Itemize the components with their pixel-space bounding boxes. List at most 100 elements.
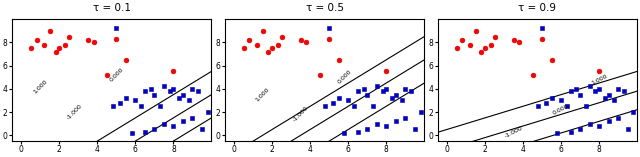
Point [353, 90, 363, 92]
Point [54, 47, 65, 49]
Point [623, 128, 633, 131]
Point [349, 105, 359, 108]
Point [387, 97, 397, 99]
Point [244, 39, 255, 41]
Point [136, 105, 147, 108]
Point [362, 128, 372, 131]
Point [584, 85, 595, 88]
Point [202, 111, 212, 113]
Point [465, 43, 475, 46]
Point [457, 39, 467, 41]
Point [572, 88, 582, 90]
Point [267, 47, 277, 49]
Point [188, 88, 198, 90]
Point [381, 70, 392, 73]
Point [159, 85, 169, 88]
Point [273, 43, 283, 46]
Point [51, 50, 61, 53]
Point [296, 39, 306, 41]
Point [590, 90, 600, 92]
Text: 0.000: 0.000 [337, 69, 353, 85]
Point [131, 99, 141, 102]
Point [353, 130, 363, 133]
Point [381, 88, 392, 90]
Point [321, 105, 331, 108]
Point [155, 105, 165, 108]
Point [252, 43, 262, 46]
Point [26, 47, 36, 49]
Point [381, 125, 392, 127]
Point [159, 122, 169, 125]
Point [174, 97, 184, 99]
Point [390, 93, 401, 96]
Point [600, 97, 610, 99]
Point [108, 105, 118, 108]
Point [396, 99, 406, 102]
Point [333, 59, 344, 61]
Point [140, 90, 150, 92]
Point [541, 101, 551, 104]
Point [149, 128, 159, 131]
Point [188, 116, 198, 119]
Point [486, 43, 496, 46]
Point [527, 74, 538, 76]
Point [594, 70, 604, 73]
Point [547, 97, 557, 99]
Point [168, 125, 179, 127]
Point [193, 90, 204, 92]
Point [121, 59, 131, 61]
Text: -1.000: -1.000 [292, 106, 310, 123]
Point [111, 38, 122, 40]
Point [333, 97, 344, 99]
Point [613, 88, 623, 90]
Text: 1.000: 1.000 [255, 87, 271, 103]
Point [315, 74, 325, 76]
Point [121, 97, 131, 99]
Point [88, 41, 99, 44]
Point [575, 93, 586, 96]
Point [410, 128, 420, 131]
Point [276, 35, 287, 38]
Point [556, 99, 566, 102]
Point [537, 27, 547, 30]
Point [328, 101, 338, 104]
Point [184, 99, 194, 102]
Point [362, 93, 372, 96]
Point [31, 39, 42, 41]
Point [178, 120, 188, 123]
Point [562, 105, 572, 108]
Point [613, 116, 623, 119]
Point [537, 38, 547, 40]
Point [343, 99, 353, 102]
Point [584, 122, 595, 125]
Point [415, 111, 426, 113]
Point [406, 90, 416, 92]
Point [552, 132, 563, 134]
Point [168, 88, 179, 90]
Point [547, 59, 557, 61]
Point [575, 128, 586, 131]
Point [400, 88, 410, 90]
Point [197, 128, 207, 131]
Title: τ = 0.9: τ = 0.9 [518, 3, 556, 13]
Point [372, 122, 382, 125]
Point [390, 120, 401, 123]
Point [514, 41, 524, 44]
Point [178, 93, 188, 96]
Point [619, 90, 629, 92]
Point [580, 105, 591, 108]
Point [168, 70, 179, 73]
Text: 0.000: 0.000 [108, 67, 124, 83]
Point [102, 74, 112, 76]
Text: 1.000: 1.000 [33, 78, 48, 94]
Point [609, 99, 620, 102]
Point [111, 27, 122, 30]
Point [476, 50, 486, 53]
Point [470, 30, 481, 32]
Text: -1.000: -1.000 [66, 103, 83, 121]
Title: τ = 0.5: τ = 0.5 [305, 3, 344, 13]
Point [45, 30, 55, 32]
Point [149, 93, 159, 96]
Point [509, 39, 519, 41]
Text: -1.000: -1.000 [504, 125, 524, 138]
